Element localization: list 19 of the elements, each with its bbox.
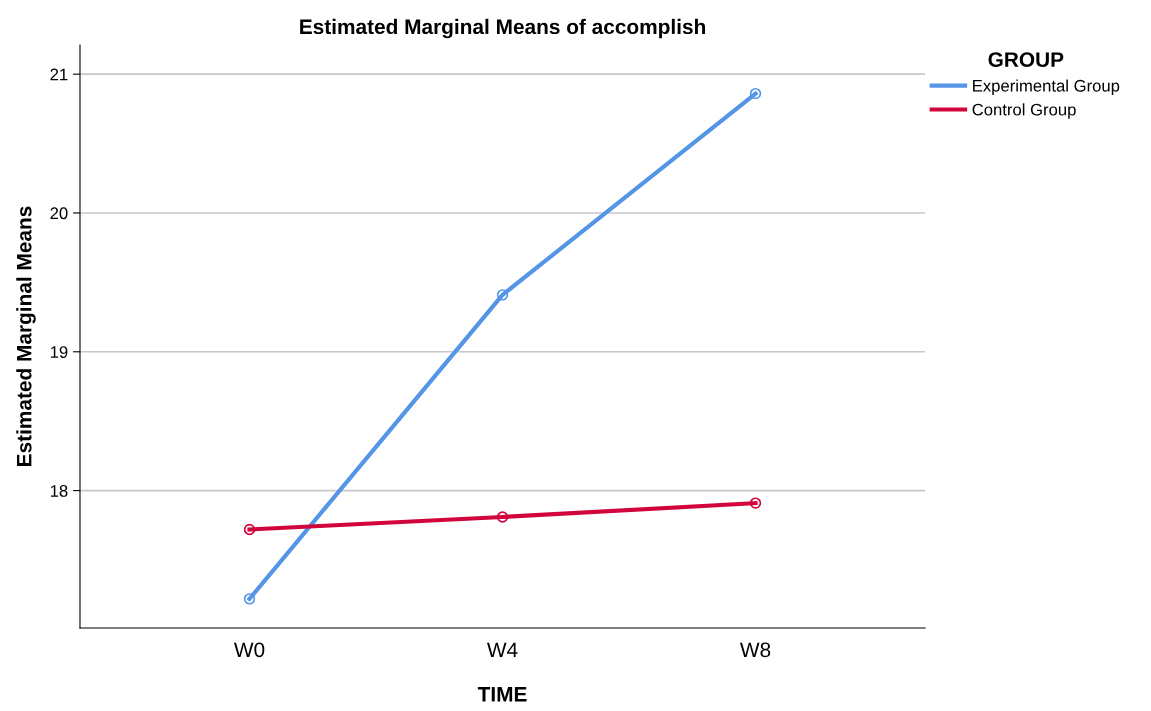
legend-label: Control Group — [972, 103, 1076, 119]
point — [243, 593, 256, 605]
y-tick-label: 18 — [50, 485, 68, 497]
point — [496, 511, 509, 523]
legend-label: Experimental Group — [973, 79, 1120, 95]
legend-title: GROUP — [988, 52, 1064, 67]
y-axis-title: Estimated Marginal Means — [16, 206, 36, 466]
point — [749, 87, 762, 100]
point — [749, 497, 762, 509]
point — [496, 289, 509, 301]
x-tick-label: W8 — [740, 642, 771, 658]
x-tick-label: W4 — [486, 642, 518, 658]
chart-title: Estimated Marginal Means of accomplish — [300, 18, 706, 39]
x-axis-title: TIME — [477, 687, 527, 702]
x-tick-label: W0 — [233, 642, 265, 658]
point — [243, 523, 256, 536]
y-tick-label: 20 — [50, 207, 68, 220]
y-tick-label: 21 — [50, 68, 68, 81]
y-tick-label: 19 — [50, 346, 68, 358]
